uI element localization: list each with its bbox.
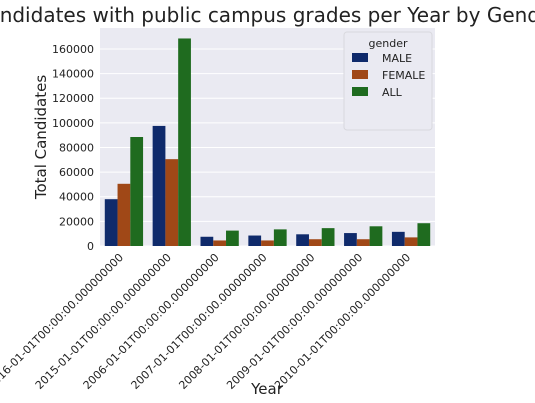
y-axis-label: Total Candidates xyxy=(32,75,50,200)
bar-all xyxy=(178,38,191,246)
y-tick-label: 60000 xyxy=(59,166,94,179)
bar-female xyxy=(308,239,322,246)
bar-all xyxy=(130,137,144,246)
bar-female xyxy=(404,237,418,246)
legend-label: MALE xyxy=(382,52,412,65)
bar-male xyxy=(344,233,357,246)
legend-title: gender xyxy=(369,37,408,50)
bar-male xyxy=(152,125,166,246)
legend-swatch xyxy=(352,87,368,96)
y-tick-label: 120000 xyxy=(52,92,94,105)
y-tick-label: 140000 xyxy=(52,68,94,81)
bar-male xyxy=(200,236,214,246)
bar-male xyxy=(296,234,309,246)
legend: gender MALE FEMALE ALL xyxy=(343,31,433,131)
x-axis-label: Year xyxy=(250,380,284,398)
bars xyxy=(104,38,431,246)
bar-female xyxy=(261,240,274,246)
legend-items: MALE FEMALE ALL xyxy=(352,52,425,99)
bar-all xyxy=(226,230,239,246)
y-tick-label: 40000 xyxy=(59,191,94,204)
bar-female xyxy=(117,183,131,246)
bar-female xyxy=(165,159,179,246)
legend-label: ALL xyxy=(382,86,403,99)
bar-male xyxy=(104,199,118,246)
x-tick-labels: 2016-01-01T00:00:00.0000000002015-01-01T… xyxy=(0,251,413,392)
y-tick-label: 20000 xyxy=(59,215,94,228)
legend-label: FEMALE xyxy=(382,69,425,82)
y-tick-labels: 0 20000 40000 60000 80000 100000 120000 140000 1… xyxy=(52,43,94,253)
bar-female xyxy=(356,239,370,246)
legend-swatch xyxy=(352,53,368,62)
chart-title: Candidates with public campus grades per… xyxy=(0,3,535,27)
y-tick-label: 160000 xyxy=(52,43,94,56)
y-tick-label: 80000 xyxy=(59,141,94,154)
y-tick-label: 100000 xyxy=(52,117,94,130)
bar-female xyxy=(213,240,227,246)
bar-all xyxy=(369,226,383,246)
bar-all xyxy=(321,228,335,246)
y-tick-label: 0 xyxy=(87,240,94,253)
bar-all xyxy=(273,229,287,246)
legend-swatch xyxy=(352,70,368,79)
bar-male xyxy=(391,231,405,246)
bar-male xyxy=(248,235,262,246)
bar-all xyxy=(417,223,431,246)
